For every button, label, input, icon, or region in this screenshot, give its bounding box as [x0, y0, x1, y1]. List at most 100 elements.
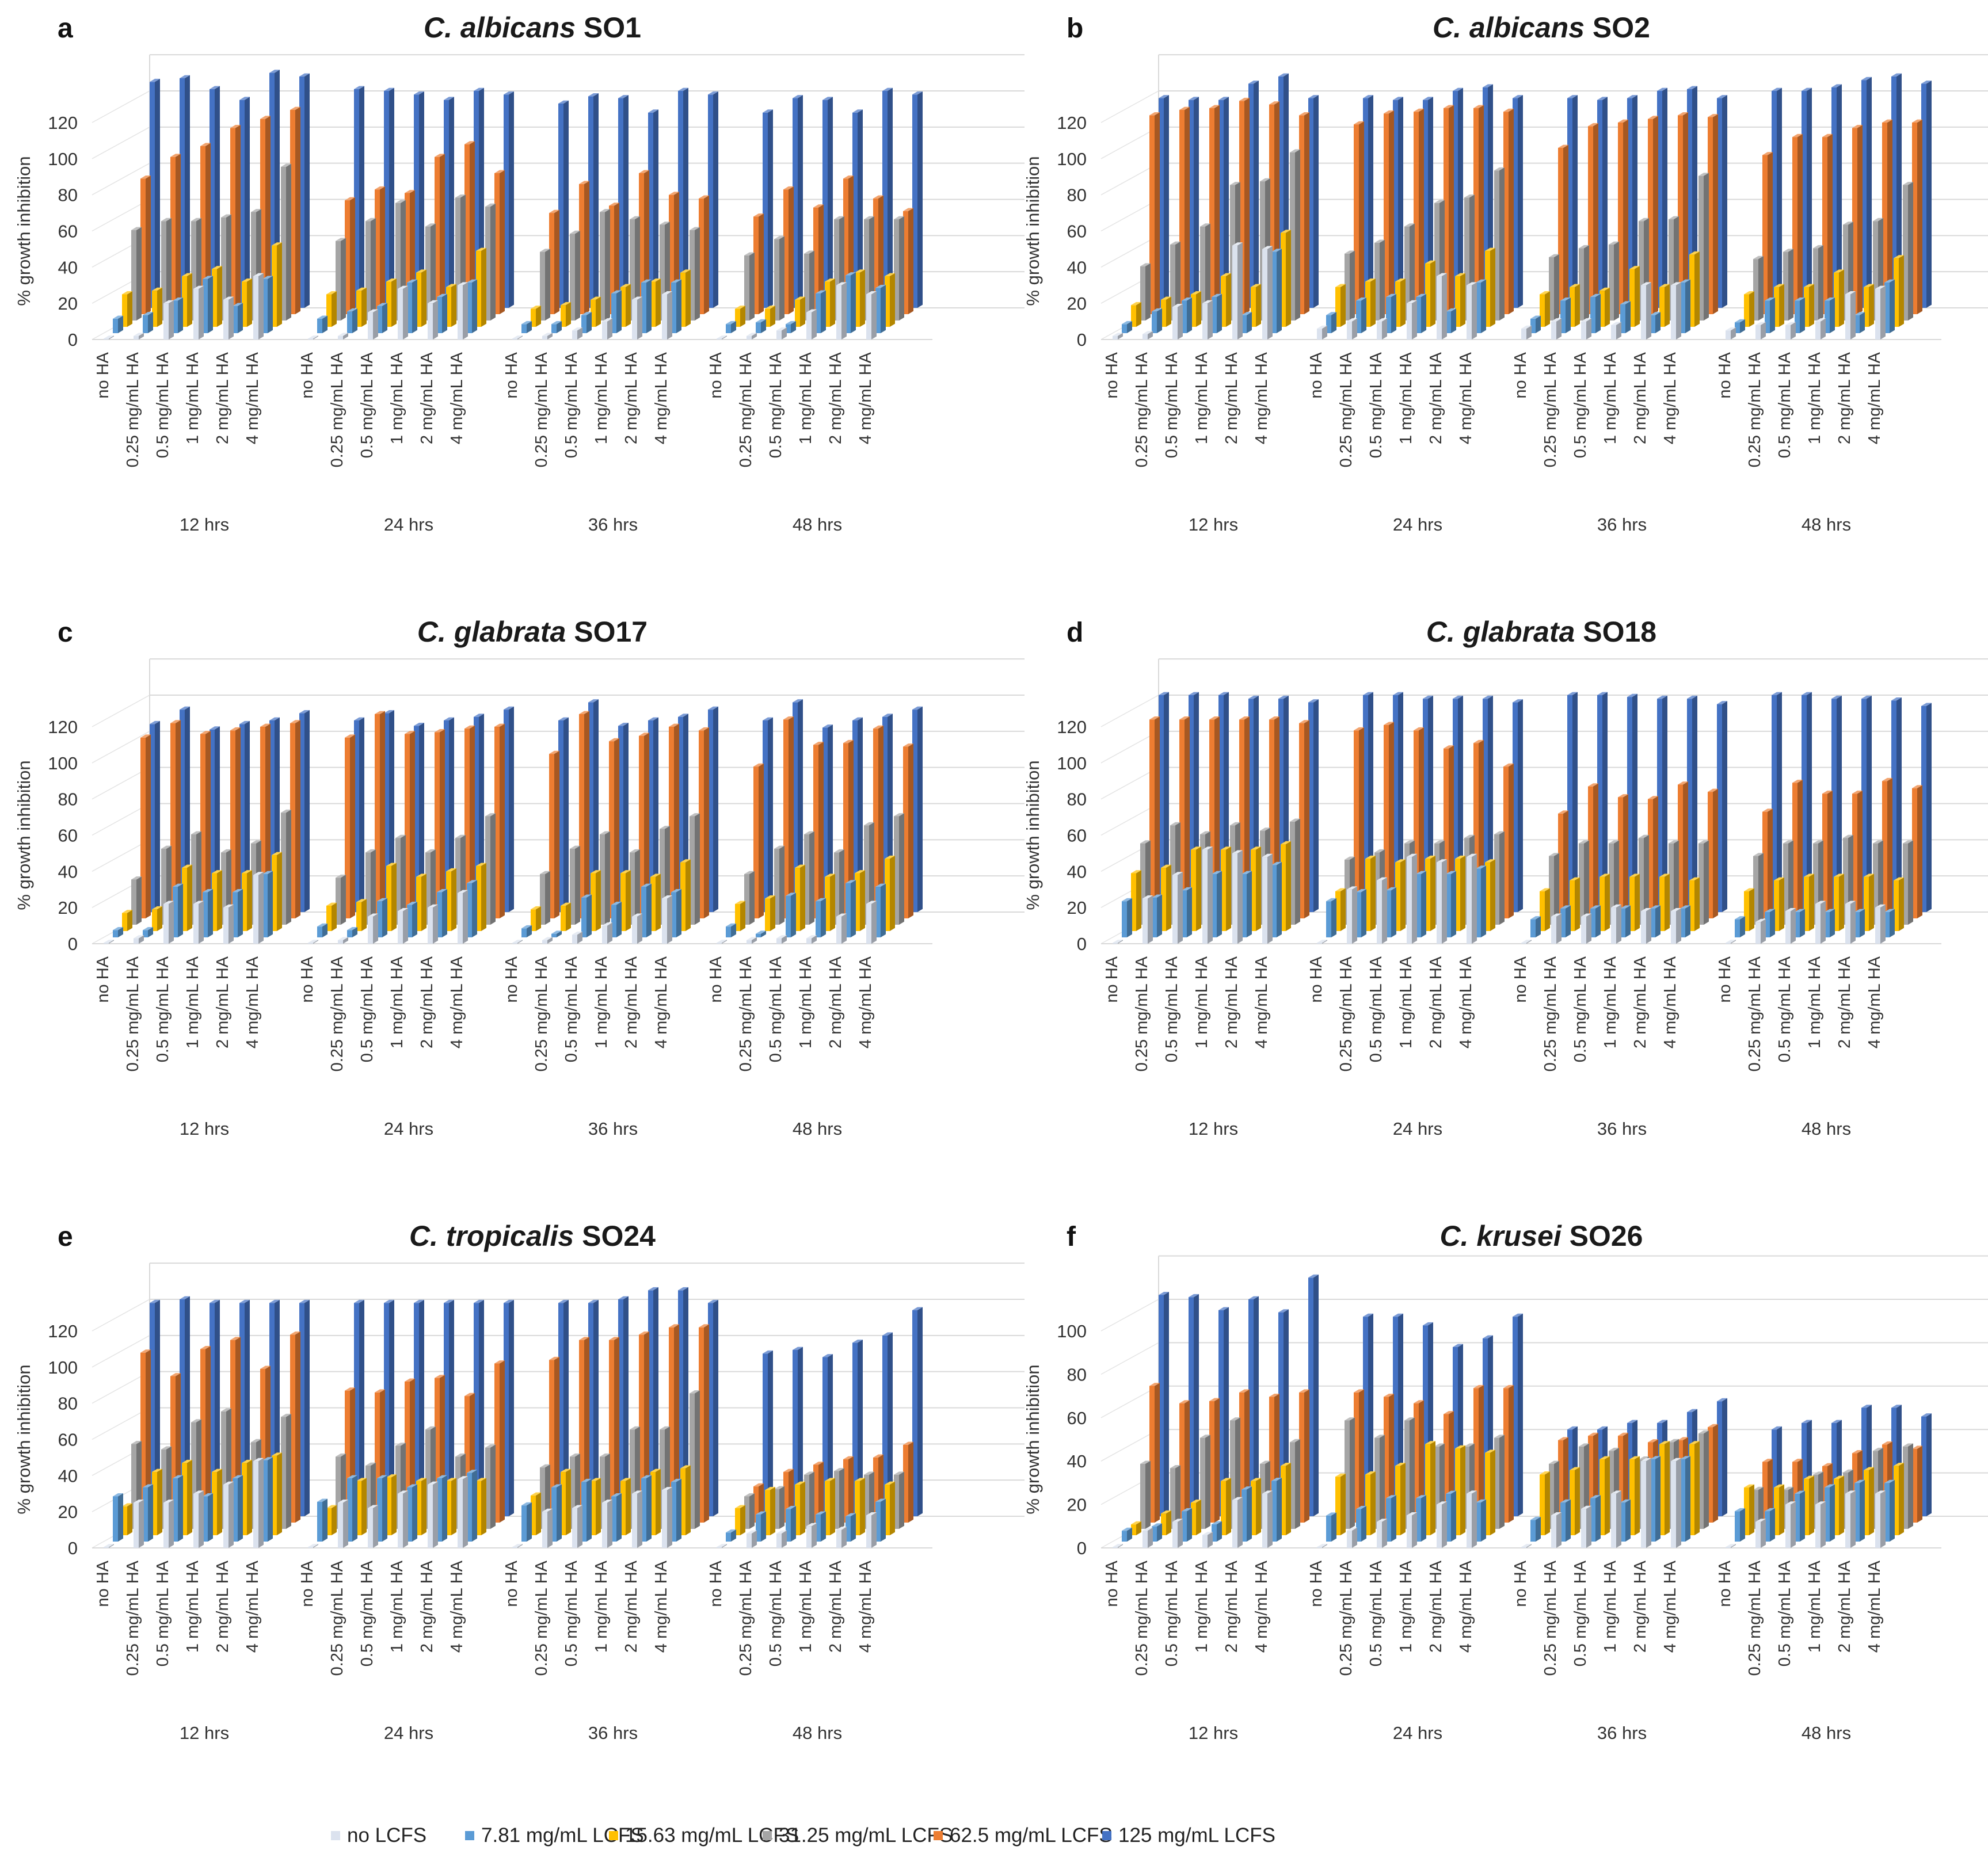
bar-side — [412, 1484, 417, 1542]
x-category-label: 1 mg/mL HA — [184, 1560, 202, 1653]
bar-side — [286, 1413, 291, 1529]
bar-top — [1377, 1519, 1387, 1522]
bar — [1363, 1313, 1373, 1516]
bar — [1765, 297, 1775, 333]
bar-front — [690, 1393, 695, 1529]
bar-side — [878, 725, 883, 918]
bar — [1599, 874, 1610, 931]
bar-front — [253, 875, 258, 944]
bar-top — [203, 276, 213, 279]
bar — [1912, 1445, 1922, 1523]
bar-front — [1783, 843, 1788, 925]
bar-top — [542, 333, 553, 336]
bar-front — [1476, 868, 1481, 937]
bar — [795, 296, 805, 327]
bar — [1326, 898, 1336, 937]
x-category-label: no HA — [707, 956, 725, 1002]
bar-side — [1809, 284, 1814, 327]
bar-front — [708, 94, 713, 308]
bar-side — [731, 321, 736, 333]
bar — [1262, 246, 1273, 340]
bar-top — [1483, 1335, 1493, 1338]
bar-side — [1556, 1512, 1562, 1548]
bar-side — [1166, 1510, 1171, 1535]
bar-front — [317, 318, 322, 333]
bar-front — [345, 200, 350, 314]
panel-letter: b — [1067, 13, 1083, 44]
bar-front — [1326, 901, 1331, 937]
x-category-label: 4 mg/mL HA — [652, 956, 671, 1048]
bar-top — [1377, 318, 1387, 322]
bar — [756, 319, 766, 333]
x-category-label: no HA — [298, 956, 317, 1002]
bar-side — [373, 1505, 378, 1548]
bar-front — [836, 916, 841, 944]
bar-top — [131, 876, 142, 880]
bar-top — [375, 711, 385, 714]
bar-top — [425, 223, 436, 227]
bar-front — [1377, 1521, 1382, 1548]
bar — [756, 1511, 766, 1542]
bar-top — [1912, 1445, 1922, 1449]
bar-front — [1641, 1461, 1646, 1548]
bar-top — [1804, 284, 1814, 287]
bar — [1549, 254, 1559, 321]
bar-top — [223, 904, 234, 908]
gridline-side — [92, 199, 150, 232]
bar-front — [368, 1508, 373, 1548]
bar-side — [304, 1299, 310, 1516]
bar-side — [1777, 87, 1782, 308]
bar-top — [662, 1487, 672, 1490]
bar-front — [806, 938, 812, 944]
bar-top — [1618, 119, 1628, 123]
bar — [1191, 846, 1201, 931]
bar — [1423, 97, 1433, 308]
bar-side — [890, 855, 895, 931]
bar-top — [1813, 840, 1823, 844]
bar-front — [1785, 911, 1791, 944]
bar-top — [386, 279, 397, 282]
bar — [1551, 318, 1562, 340]
bar-front — [1513, 702, 1518, 912]
bar-top — [813, 742, 824, 745]
bar-top — [1831, 695, 1842, 699]
bar — [1414, 727, 1424, 918]
bar-side — [1214, 105, 1220, 314]
bar-front — [1377, 321, 1382, 340]
bar-side — [899, 216, 904, 321]
bar-side — [1389, 722, 1394, 918]
bar — [1588, 123, 1598, 314]
bar-top — [1386, 1495, 1396, 1498]
bar-front — [572, 935, 577, 944]
bar — [690, 1390, 700, 1529]
bar — [182, 1459, 192, 1535]
bar-front — [1726, 943, 1731, 944]
bar-side — [343, 333, 348, 340]
bar-top — [251, 840, 261, 844]
bar-side — [749, 1493, 755, 1529]
bar-top — [354, 1299, 364, 1303]
bar-top — [1179, 106, 1190, 110]
bar-top — [1627, 693, 1637, 697]
bar — [1894, 1462, 1904, 1535]
bar — [1395, 279, 1406, 327]
bar — [639, 733, 649, 918]
bar-front — [611, 293, 616, 333]
bar-top — [1365, 855, 1376, 859]
bar-side — [779, 845, 784, 925]
bar-top — [1726, 327, 1736, 331]
bar — [1678, 781, 1688, 918]
bar-top — [1131, 1521, 1141, 1525]
bar-front — [806, 1526, 812, 1548]
bar — [140, 1349, 151, 1523]
bar-top — [1854, 1479, 1865, 1483]
bar-top — [834, 849, 844, 853]
bar — [591, 296, 601, 327]
bar-top — [1425, 1441, 1435, 1444]
bar-side — [1890, 909, 1895, 937]
bar-front — [744, 1496, 749, 1529]
bar-top — [1708, 1424, 1718, 1428]
bar-front — [253, 1461, 258, 1548]
bar — [572, 327, 582, 340]
bar — [632, 296, 642, 340]
